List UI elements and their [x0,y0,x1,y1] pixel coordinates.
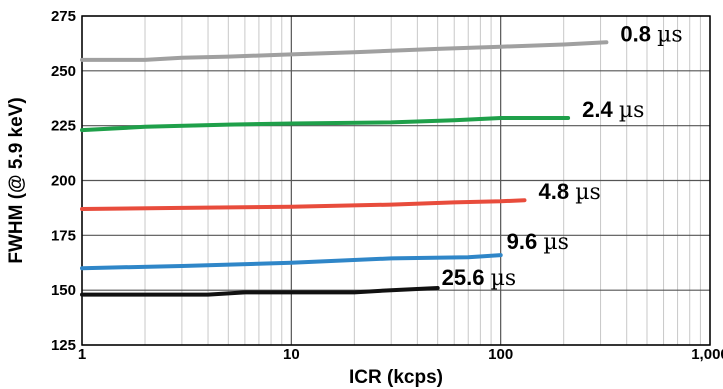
y-tick-label: 200 [51,173,76,190]
series-label: 25.6 µs [442,265,517,291]
x-tick-label: 100 [488,346,513,363]
series-label-value: 25.6 [442,265,491,290]
series-label-unit: µs [491,266,517,291]
series-line [80,40,609,62]
y-tick-label: 125 [51,337,76,354]
series-line [80,198,527,211]
series-label: 0.8 µs [620,21,682,47]
x-axis-title: ICR (kcps) [349,367,443,388]
series-line [80,253,503,271]
x-tick-label: 1,000 [691,346,723,363]
series-label: 2.4 µs [582,97,644,123]
series-label-unit: µs [657,22,683,47]
y-tick-label: 175 [51,227,76,244]
x-tick-label: 1 [78,346,86,363]
x-tick-label: 10 [283,346,300,363]
plot-frame [81,15,711,346]
series-label-value: 4.8 [539,179,576,204]
series-label-unit: µs [575,180,601,205]
series-label-unit: µs [543,230,569,255]
series-label-value: 2.4 [582,97,619,122]
y-tick-labels: 125 150 175 200 225 250 275 [51,8,76,354]
y-tick-label: 150 [51,282,76,299]
series-line [80,116,571,133]
series-label: 9.6 µs [507,229,569,255]
series-label-value: 0.8 [620,21,657,46]
series-label-value: 9.6 [507,229,544,254]
series-label: 4.8 µs [539,179,601,205]
x-tick-labels: 1 10 100 1,000 [78,346,723,363]
y-tick-label: 225 [51,118,76,135]
series-lines [80,40,609,297]
y-tick-label: 250 [51,63,76,80]
series-line [80,286,440,297]
y-axis-title: FWHM (@ 5.9 keV) [6,97,27,263]
y-tick-label: 275 [51,8,76,25]
series-label-unit: µs [619,98,645,123]
